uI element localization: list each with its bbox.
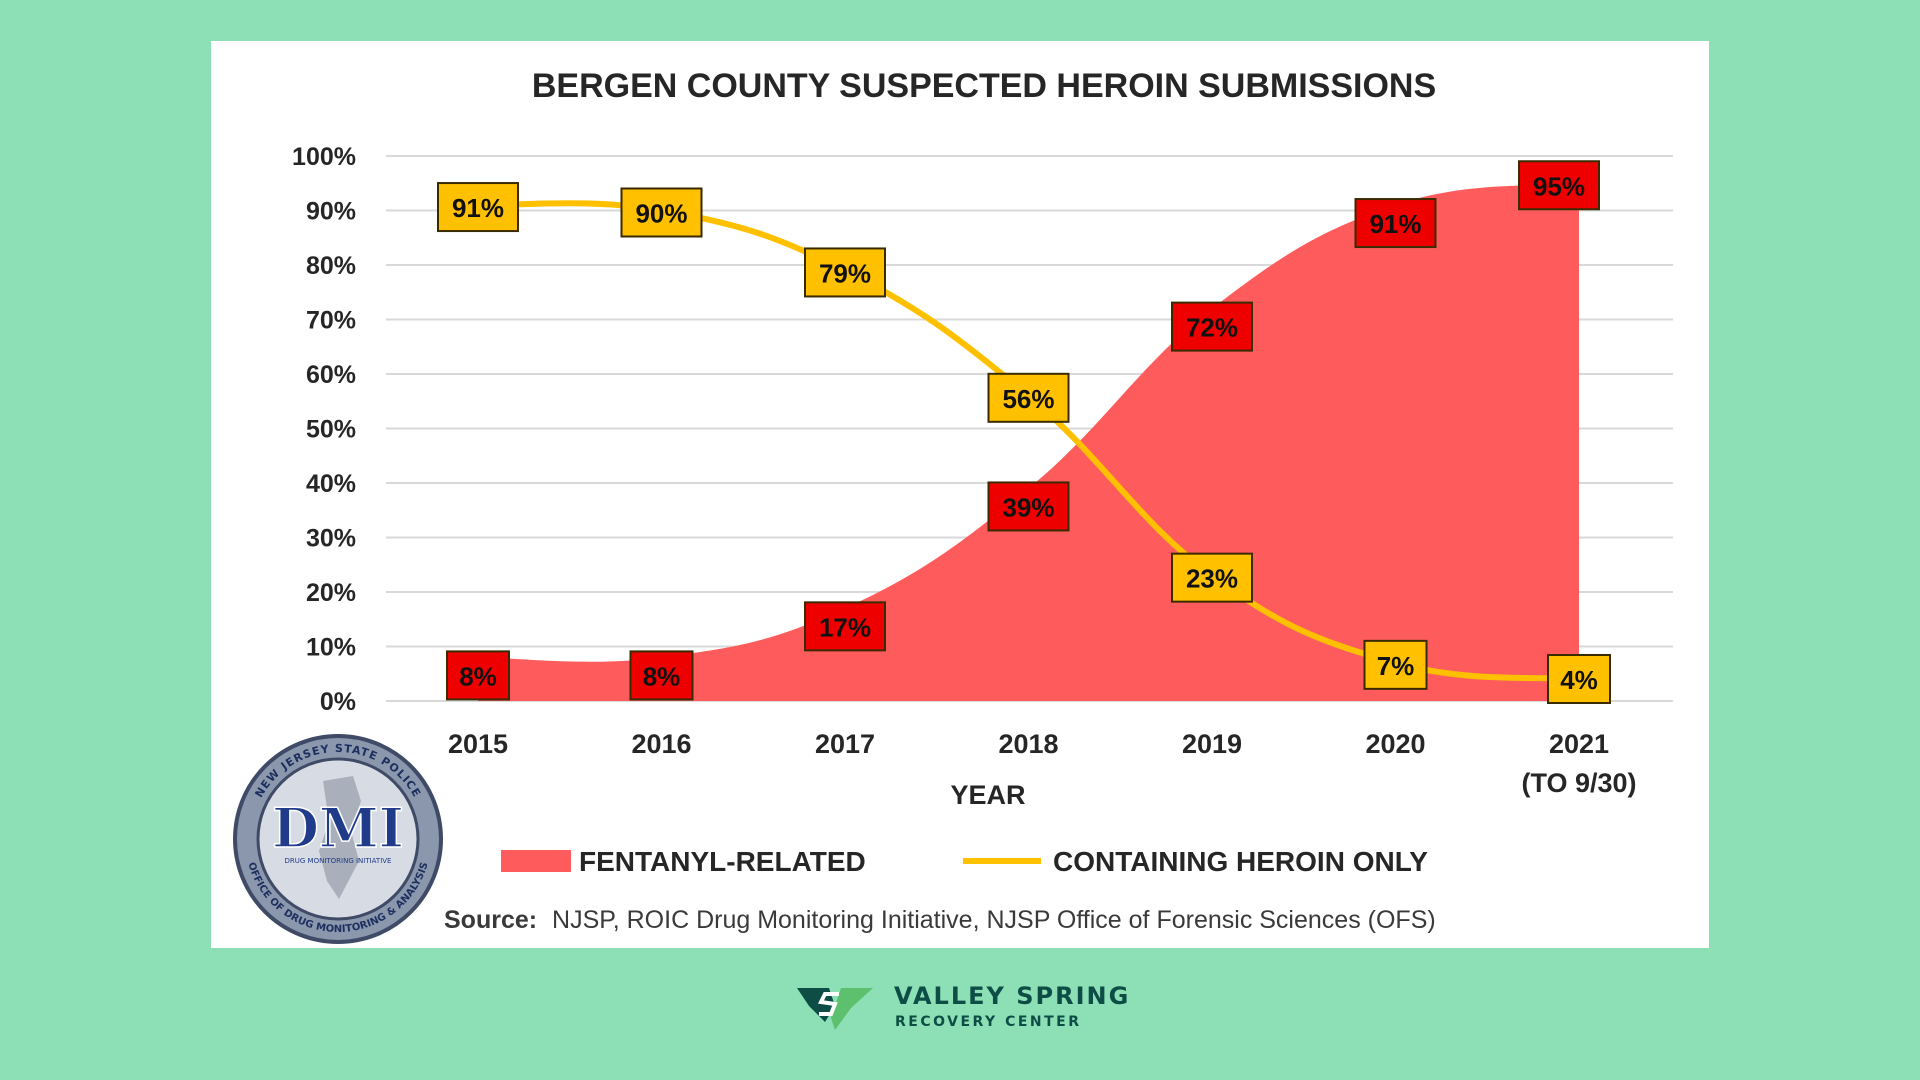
heroin-data-label-box (1547, 654, 1611, 704)
x-tick-label: 2016 (631, 729, 691, 759)
x-tick-label: 2021 (1549, 729, 1609, 759)
x-tick-label: 2015 (448, 729, 508, 759)
heroin-data-label-box (804, 247, 886, 298)
y-tick-label: 80% (306, 252, 356, 280)
fentanyl-area-series (478, 183, 1579, 701)
y-tick-label: 10% (306, 634, 356, 662)
y-tick-label: 0% (320, 688, 356, 716)
heroin-data-label: 91% (452, 193, 504, 223)
heroin-data-label-box (1171, 552, 1253, 603)
fentanyl-data-label-box (1518, 160, 1600, 211)
dmi-seal-logo: NEW JERSEY STATE POLICE OFFICE OF DRUG M… (233, 734, 443, 944)
y-tick-label: 20% (306, 579, 356, 607)
legend-label-fentanyl: FENTANYL-RELATED (579, 846, 866, 877)
fentanyl-data-label-box (804, 601, 886, 652)
x-tick-label: 2017 (815, 729, 875, 759)
y-tick-label: 40% (306, 470, 356, 498)
fentanyl-data-label-box (1354, 198, 1437, 249)
source-note: Source: NJSP, ROIC Drug Monitoring Initi… (444, 906, 1436, 934)
fentanyl-area (478, 183, 1579, 701)
fentanyl-data-label: 91% (1369, 209, 1421, 239)
y-tick-label: 70% (306, 307, 356, 335)
fentanyl-data-label: 95% (1533, 171, 1585, 201)
heroin-data-label: 23% (1186, 564, 1238, 594)
x-tick-sublabel: (TO 9/30) (1521, 768, 1636, 798)
heroin-data-label: 90% (635, 199, 687, 229)
seal-center-text: DMI (272, 796, 404, 860)
fentanyl-data-label-box (446, 650, 510, 701)
legend-label-heroin: CONTAINING HEROIN ONLY (1053, 846, 1428, 877)
brand-name: VALLEY SPRING (894, 982, 1131, 1010)
heroin-data-label: 79% (819, 258, 871, 288)
chart: BERGEN COUNTY SUSPECTED HEROIN SUBMISSIO… (233, 67, 1673, 944)
heroin-data-label: 4% (1560, 665, 1598, 695)
fentanyl-data-label: 8% (643, 661, 681, 691)
x-tick-label: 2019 (1182, 729, 1242, 759)
y-tick-label: 60% (306, 361, 356, 389)
x-tick-label: 2018 (998, 729, 1058, 759)
x-axis-label: YEAR (950, 780, 1025, 810)
fentanyl-data-label-box (629, 650, 694, 701)
y-tick-label: 90% (306, 198, 356, 226)
heroin-data-label: 7% (1377, 651, 1415, 681)
heroin-data-label-box (987, 372, 1070, 423)
brand-subtitle: RECOVERY CENTER (895, 1014, 1082, 1030)
new-jersey-map-icon (319, 776, 361, 899)
fentanyl-data-label-box (987, 481, 1070, 532)
brand-logo: VALLEY SPRING RECOVERY CENTER (795, 982, 1135, 1032)
heroin-data-label: 56% (1002, 384, 1054, 414)
seal-inner-text: DRUG MONITORING INITIATIVE (285, 857, 392, 865)
fentanyl-data-label-box (1171, 301, 1253, 352)
y-tick-label: 30% (306, 525, 356, 553)
y-tick-label: 50% (306, 416, 356, 444)
chart-title: BERGEN COUNTY SUSPECTED HEROIN SUBMISSIO… (532, 67, 1436, 105)
x-tick-label: 2020 (1365, 729, 1425, 759)
chart-card: BERGEN COUNTY SUSPECTED HEROIN SUBMISSIO… (211, 41, 1709, 948)
legend: FENTANYL-RELATED CONTAINING HEROIN ONLY (501, 846, 1428, 877)
valley-spring-logo-icon (797, 988, 873, 1030)
heroin-data-label-box (437, 182, 519, 233)
y-tick-label: 100% (292, 143, 356, 171)
fentanyl-data-label: 17% (819, 612, 871, 642)
fentanyl-data-label: 8% (459, 661, 497, 691)
source-label: Source: (444, 906, 537, 934)
heroin-data-label-box (1363, 639, 1428, 690)
x-axis-ticks: 2015 2016 2017 2018 2019 2020 2021 (TO 9/30) (448, 729, 1637, 798)
legend-swatch-fentanyl (501, 850, 571, 872)
fentanyl-data-label: 39% (1002, 492, 1054, 522)
y-axis-ticks: 0% 10% 20% 30% 40% 50% 60% 70% 80% 90% 100% (292, 143, 356, 716)
data-labels: 8% 8% 17% 39% 72% 91% 95% 91% 90% 79% 56% 23% 7% 4% (437, 160, 1611, 704)
source-text: NJSP, ROIC Drug Monitoring Initiative, N… (552, 906, 1436, 934)
fentanyl-data-label: 72% (1186, 313, 1238, 343)
heroin-data-label-box (620, 187, 703, 238)
